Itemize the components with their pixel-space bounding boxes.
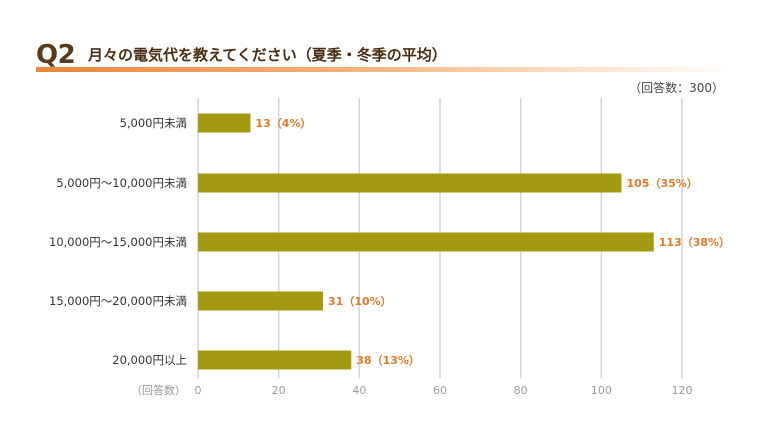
question-title: 月々の電気代を教えてください（夏季・冬季の平均） [88, 46, 447, 64]
x-tick-label: 100 [591, 384, 612, 397]
data-label: 31（10%） [328, 295, 392, 308]
data-label: 38（13%） [356, 354, 420, 367]
x-tick-label: 0 [195, 384, 202, 397]
data-label: 13（4%） [255, 117, 311, 130]
bar [198, 291, 324, 311]
title-underline [36, 67, 734, 72]
bar [198, 232, 654, 252]
bar [198, 173, 622, 193]
x-tick-label: 60 [433, 384, 447, 397]
question-number: Q2 [36, 40, 76, 70]
data-label: 105（35%） [627, 177, 698, 190]
data-label: 113（38%） [659, 236, 730, 249]
bar [198, 350, 352, 370]
category-label: 10,000円〜15,000円未満 [49, 235, 187, 249]
x-tick-label: 80 [514, 384, 528, 397]
category-label: 5,000円未満 [120, 116, 187, 130]
respondent-count: （回答数：300） [629, 81, 724, 95]
category-label: 20,000円以上 [112, 353, 187, 367]
x-tick-label: 40 [352, 384, 366, 397]
category-label: 5,000円〜10,000円未満 [56, 176, 187, 190]
x-tick-label: 120 [672, 384, 693, 397]
category-label: 15,000円〜20,000円未満 [49, 294, 187, 308]
bar [198, 113, 251, 133]
x-tick-label: 20 [272, 384, 286, 397]
x-axis-label: （回答数） [131, 383, 186, 397]
question-header: Q2 月々の電気代を教えてください（夏季・冬季の平均） [36, 40, 736, 74]
